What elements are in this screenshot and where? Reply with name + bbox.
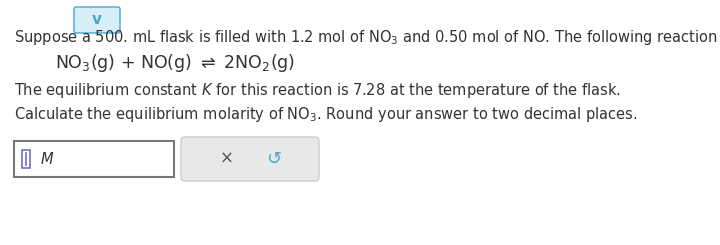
Text: $M$: $M$ [40, 151, 54, 167]
Text: ↺: ↺ [266, 150, 281, 168]
FancyBboxPatch shape [22, 150, 30, 168]
Text: v: v [92, 12, 102, 27]
Text: Suppose a 500. mL flask is filled with 1.2 mol of NO$_3$ and 0.50 mol of NO. The: Suppose a 500. mL flask is filled with 1… [14, 28, 720, 48]
FancyBboxPatch shape [74, 7, 120, 33]
Text: NO$_3$(g) + NO(g) $\rightleftharpoons$ 2NO$_2$(g): NO$_3$(g) + NO(g) $\rightleftharpoons$ 2… [55, 52, 295, 74]
FancyBboxPatch shape [14, 141, 174, 177]
Text: Calculate the equilibrium molarity of NO$_3$. Round your answer to two decimal p: Calculate the equilibrium molarity of NO… [14, 106, 637, 124]
Text: The equilibrium constant $K$ for this reaction is 7.28 at the temperature of the: The equilibrium constant $K$ for this re… [14, 81, 621, 99]
Text: ×: × [220, 150, 233, 168]
FancyBboxPatch shape [181, 137, 319, 181]
